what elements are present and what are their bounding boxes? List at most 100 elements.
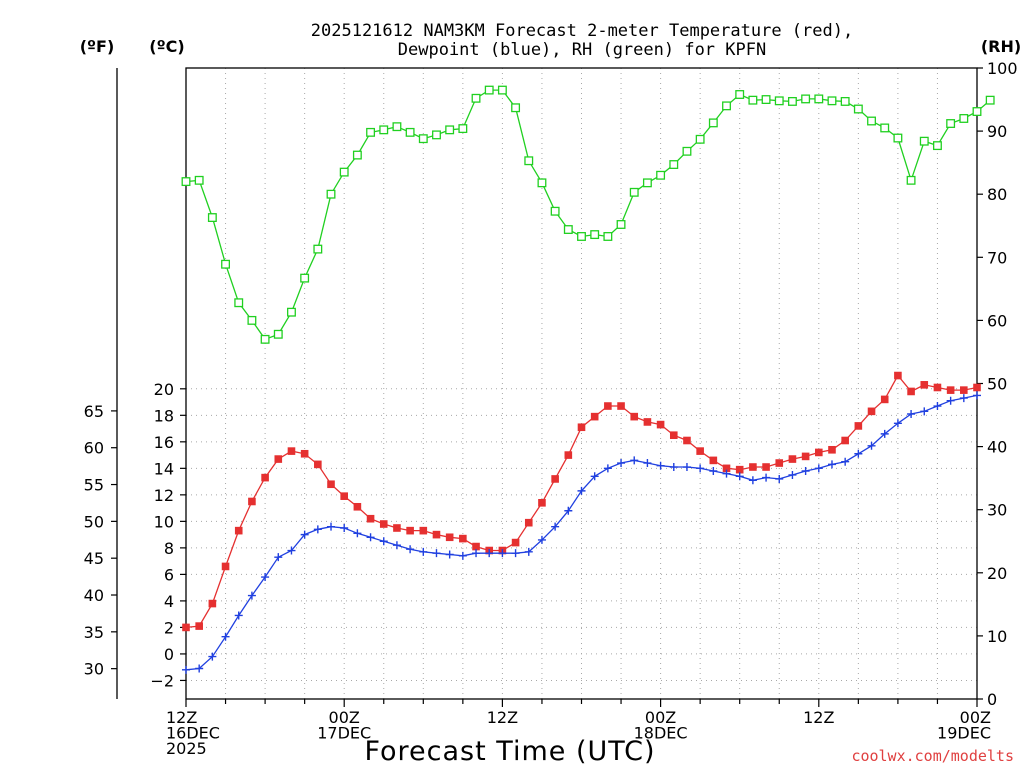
rh-point xyxy=(260,334,270,344)
temperature-point xyxy=(340,492,348,500)
dewpoint-point xyxy=(313,525,322,534)
temperature-point xyxy=(234,526,243,535)
dewpoint-point xyxy=(630,456,639,465)
dewpoint-point xyxy=(788,470,797,479)
rh-point xyxy=(550,206,560,216)
dewpoint-point xyxy=(432,549,441,558)
dewpoint-point xyxy=(893,419,902,428)
celsius-tick-label: 14 xyxy=(154,459,174,478)
dewpoint-point xyxy=(327,522,336,531)
dewpoint-point xyxy=(353,529,362,538)
rh-point xyxy=(827,96,837,106)
dewpoint-point xyxy=(696,464,705,473)
credit-link[interactable]: coolwx.com/modelts xyxy=(851,747,1014,765)
temperature-point xyxy=(379,520,388,528)
dewpoint-point xyxy=(643,459,652,468)
fahrenheit-tick-label: 35 xyxy=(84,623,104,642)
rh-tick-label: 70 xyxy=(987,248,1007,267)
temperature-point xyxy=(880,395,889,404)
celsius-tick-label: 10 xyxy=(154,512,174,531)
dewpoint-point xyxy=(524,547,533,556)
temperature-point xyxy=(182,623,190,632)
rh-point xyxy=(497,85,507,95)
rh-point xyxy=(221,259,230,269)
dewpoint-point xyxy=(577,486,586,495)
x-tick-label: 12Z xyxy=(166,708,197,727)
celsius-tick-label: 16 xyxy=(154,433,174,452)
dewpoint-point xyxy=(234,611,243,620)
axis-units: (ºF) (ºC) (RH) xyxy=(80,37,1021,56)
rh-tick-label: 60 xyxy=(987,311,1007,330)
temperature-point xyxy=(551,475,559,483)
dewpoint-point xyxy=(590,472,599,481)
temperature-point xyxy=(366,514,375,523)
rh-point xyxy=(366,127,376,137)
rh-point xyxy=(326,189,336,199)
fahrenheit-tick-label: 40 xyxy=(84,586,104,605)
fahrenheit-tick-label: 60 xyxy=(84,439,104,458)
dewpoint-point xyxy=(920,407,929,416)
temperature-point xyxy=(604,402,612,410)
rh-point xyxy=(919,136,929,146)
rh-point xyxy=(247,315,257,325)
rh-point xyxy=(590,230,600,240)
temperature-point xyxy=(669,431,678,439)
temperature-point xyxy=(577,423,586,432)
rh-point xyxy=(642,178,652,188)
rh-point xyxy=(629,187,639,197)
x-tick-label: 17DEC xyxy=(317,724,371,743)
rh-tick-label: 20 xyxy=(987,564,1007,583)
temperature-point xyxy=(459,534,467,543)
temperature-point xyxy=(894,371,902,380)
temperature-point xyxy=(353,502,362,511)
temperature-point xyxy=(907,387,915,396)
dewpoint-point xyxy=(854,449,863,458)
rh-point xyxy=(801,94,811,104)
x-axis-title: Forecast Time (UTC) xyxy=(364,736,655,767)
dewpoint-point xyxy=(472,549,481,558)
temperature-point xyxy=(208,599,217,608)
dewpoint-point xyxy=(511,549,520,558)
rh-tick-label: 30 xyxy=(987,501,1007,520)
dewpoint-point xyxy=(379,537,388,546)
celsius-tick-label: 2 xyxy=(164,618,174,637)
rh-point xyxy=(537,178,547,188)
celsius-tick-label: 12 xyxy=(154,486,174,505)
rh-tick-label: 80 xyxy=(987,185,1007,204)
rh-point xyxy=(669,160,679,169)
temperature-point xyxy=(419,526,428,535)
temperature-point xyxy=(432,530,441,539)
rh-tick-label: 50 xyxy=(987,375,1007,394)
temperature-point xyxy=(762,463,770,471)
dewpoint-point xyxy=(274,553,283,562)
rh-point xyxy=(893,133,903,143)
dewpoint-point xyxy=(537,535,546,544)
dewpoint-point xyxy=(564,506,573,515)
dewpoint-point xyxy=(392,541,401,550)
rh-point xyxy=(722,101,731,111)
temperature-point xyxy=(801,452,810,461)
dewpoint-point xyxy=(933,402,942,411)
dewpoint-point xyxy=(221,632,230,641)
rh-point xyxy=(735,90,745,99)
dewpoint-point xyxy=(498,549,507,558)
rh-point xyxy=(695,134,705,144)
fahrenheit-tick-label: 30 xyxy=(84,660,104,679)
temperature-point xyxy=(854,422,863,430)
temperature-point xyxy=(828,445,836,454)
fahrenheit-tick-label: 65 xyxy=(84,402,104,421)
dewpoint-point xyxy=(841,457,850,466)
dewpoint-point xyxy=(801,466,810,475)
temperature-point xyxy=(643,418,652,426)
rh-point xyxy=(682,146,692,156)
temperature-point xyxy=(841,436,849,445)
rh-point xyxy=(287,307,296,317)
celsius-tick-label: 20 xyxy=(154,380,174,399)
dewpoint-point xyxy=(735,472,744,481)
rh-point xyxy=(880,123,890,133)
rh-point xyxy=(207,213,217,222)
temperature-point xyxy=(722,464,731,473)
rh-point xyxy=(524,156,534,166)
temperature-point xyxy=(630,412,639,421)
fahrenheit-tick-label: 45 xyxy=(84,549,104,568)
